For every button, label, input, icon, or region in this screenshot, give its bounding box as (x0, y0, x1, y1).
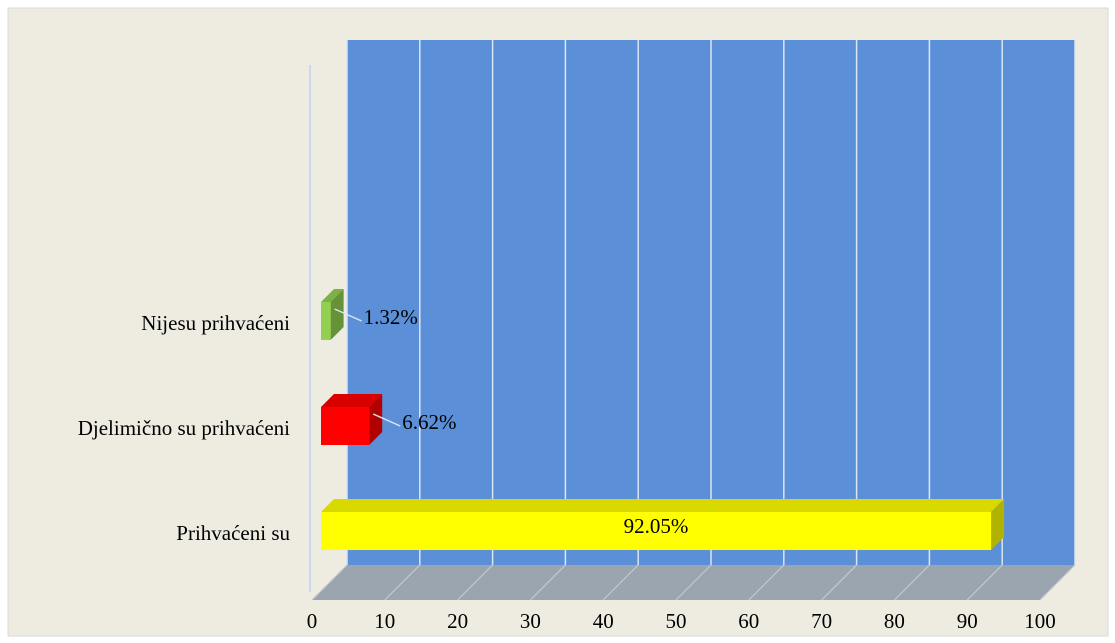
floor-grid-line (748, 564, 785, 601)
floor-grid-line (457, 564, 494, 601)
floor-grid-line (675, 564, 712, 601)
x-tick-label: 30 (520, 609, 541, 633)
bar (321, 512, 992, 550)
bar-side (369, 394, 383, 445)
y-tick-label: Djelimično su prihvaćeni (78, 416, 290, 440)
floor-grid-line (1039, 564, 1076, 601)
bar-top (321, 289, 344, 302)
y-tick-label: Nijesu prihvaćeni (141, 311, 290, 335)
x-tick-label: 20 (447, 609, 468, 633)
bar-side (991, 499, 1005, 550)
x-tick-label: 0 (307, 609, 318, 633)
x-tick-label: 70 (811, 609, 832, 633)
y-tick-label: Prihvaćeni su (176, 521, 290, 545)
floor-grid-line (529, 564, 566, 601)
x-tick-label: 80 (884, 609, 905, 633)
floor-grid-line (821, 564, 858, 601)
leader-line (334, 308, 362, 322)
bar-top (321, 499, 1005, 512)
x-tick-label: 90 (957, 609, 978, 633)
floor-grid-line (602, 564, 639, 601)
data-label: 92.05% (624, 514, 689, 538)
bar (321, 302, 331, 340)
bar-side (330, 289, 344, 340)
floor-grid-line (893, 564, 930, 601)
x-tick-label: 10 (374, 609, 395, 633)
floor-grid-line (311, 564, 348, 601)
x-tick-label: 50 (666, 609, 687, 633)
x-tick-label: 60 (738, 609, 759, 633)
x-tick-label: 100 (1024, 609, 1056, 633)
leader-line (372, 413, 401, 427)
bar (321, 407, 370, 445)
bar-top (321, 394, 383, 407)
floor-grid-line (966, 564, 1003, 601)
data-label: 6.62% (402, 410, 456, 434)
x-tick-label: 40 (593, 609, 614, 633)
floor-grid-line (384, 564, 421, 601)
data-label: 1.32% (364, 305, 418, 329)
